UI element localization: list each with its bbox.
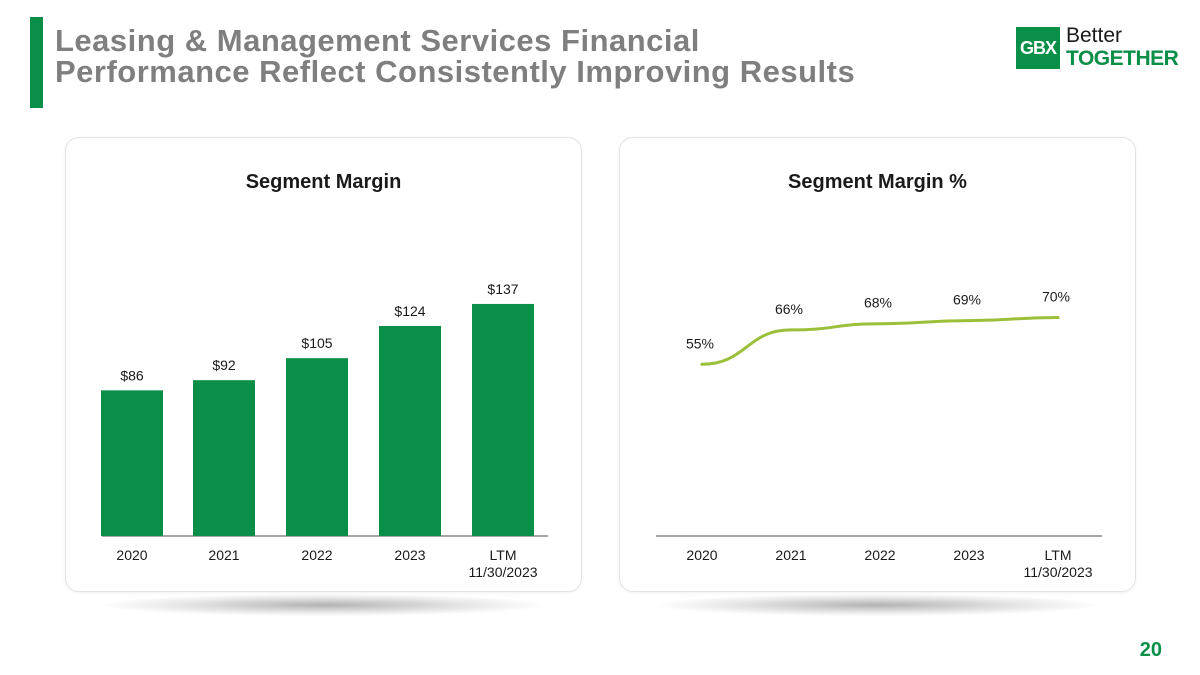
line-data-label: 55% (686, 335, 714, 351)
x-tick-label: 2022 (864, 547, 895, 563)
x-tick-label: 2021 (208, 547, 239, 563)
card-shadow-left (103, 594, 543, 616)
bar-ltm-11-30-2023 (472, 303, 534, 536)
company-logo: GBX Better TOGETHER (1016, 24, 1179, 72)
segment-margin-title: Segment Margin (245, 171, 402, 193)
bar-data-label: $105 (301, 335, 332, 351)
segment-margin-pct-line-chart: 55% 66% 68% 69% 70% 2020 2021 2022 2023 LTM 11/30/… (656, 288, 1102, 580)
line-data-label: 69% (953, 292, 981, 308)
line-data-point (967, 319, 971, 323)
segment-margin-pct-card: Segment Margin % 55% 66% 68% 69% 70% 2020 2021… (619, 137, 1136, 592)
line-data-point (700, 362, 704, 366)
line-data-point (789, 328, 793, 332)
bar-data-label: $124 (394, 303, 425, 319)
bar-data-label: $92 (212, 357, 236, 373)
logo-tagline-better: Better (1066, 24, 1123, 47)
line-data-point (878, 322, 882, 326)
x-tick-label: 2023 (394, 547, 425, 563)
bar-data-label: $86 (120, 367, 144, 383)
x-tick-label: 2021 (775, 547, 806, 563)
line-data-label: 70% (1042, 288, 1070, 304)
segment-margin-pct-title: Segment Margin % (788, 171, 967, 193)
logo-mark: GBX (1016, 27, 1060, 69)
x-tick-label: 2020 (116, 547, 147, 563)
x-tick-label: 2020 (686, 547, 717, 563)
bar-2020 (101, 390, 163, 536)
page-title-line-1: Leasing & Management Services Financial (55, 23, 700, 58)
page-title: Leasing & Management Services Financial … (55, 25, 855, 87)
x-tick-label: LTM 11/30/2023 (468, 547, 537, 580)
line-data-label: 66% (775, 301, 803, 317)
bar-2022 (286, 358, 348, 536)
logo-tagline-together: TOGETHER (1066, 47, 1179, 70)
x-tick-label: 2023 (953, 547, 984, 563)
title-accent-bar (30, 17, 43, 108)
segment-margin-card: Segment Margin $86 $92 $105 $124 $137 2020 202… (65, 137, 582, 592)
x-tick-label: 2022 (301, 547, 332, 563)
page-title-line-2: Performance Reflect Consistently Improvi… (55, 54, 856, 89)
line-data-point (1056, 315, 1060, 319)
line-data-label: 68% (864, 295, 892, 311)
segment-margin-bar-chart: $86 $92 $105 $124 $137 2020 2021 2022 2023 LTM 11/… (101, 281, 548, 580)
page-number: 20 (1139, 639, 1162, 661)
card-shadow-right (657, 594, 1097, 616)
x-tick-label: LTM 11/30/2023 (1023, 547, 1092, 580)
bar-2021 (193, 380, 255, 536)
bar-2023 (379, 325, 441, 536)
bar-data-label: $137 (487, 281, 518, 297)
